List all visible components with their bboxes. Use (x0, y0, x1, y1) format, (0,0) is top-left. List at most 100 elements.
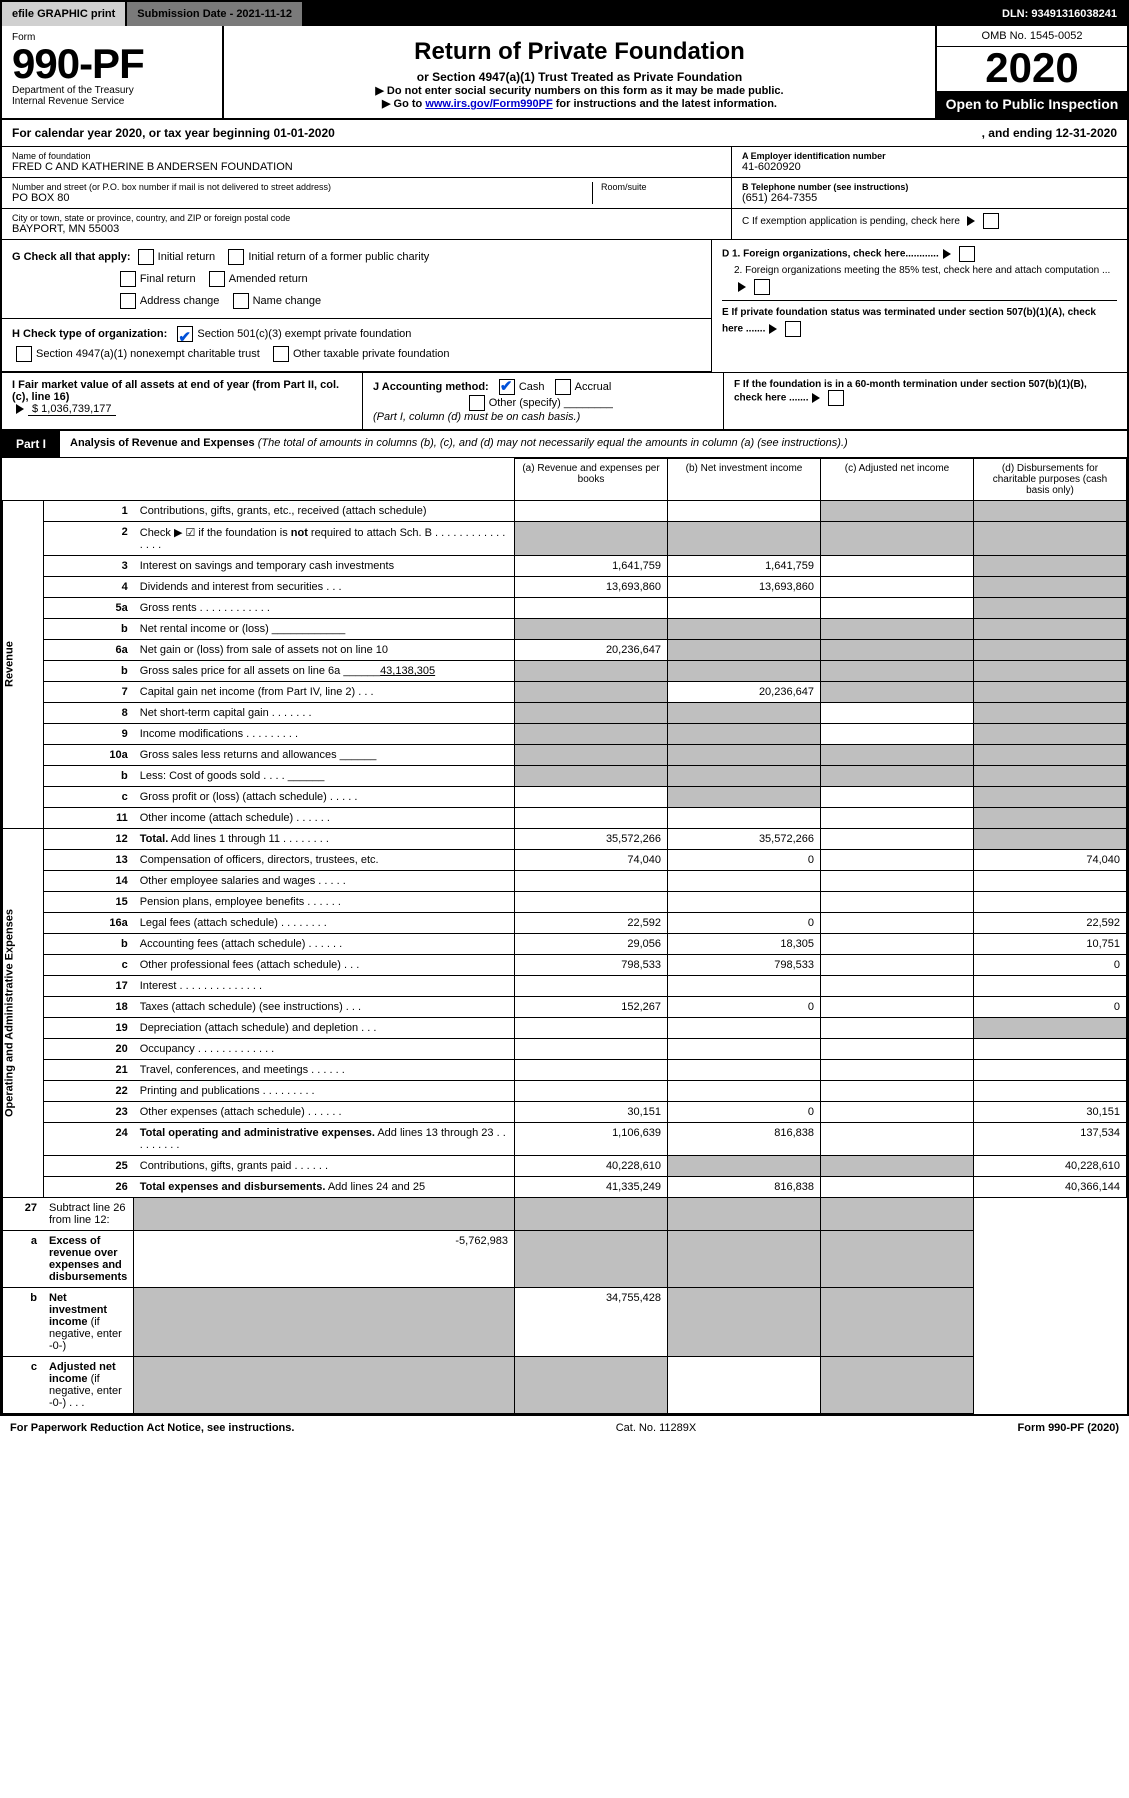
cell-1-dd (974, 500, 1127, 521)
line-no: b (43, 933, 134, 954)
cell-22-dd (974, 1080, 1127, 1101)
cell-b-dd (974, 765, 1127, 786)
cell-17-dd (974, 975, 1127, 996)
calendar-year-line: For calendar year 2020, or tax year begi… (2, 120, 1127, 147)
cell-10a-a (515, 744, 668, 765)
line-no: a (3, 1230, 44, 1287)
line-no: 6a (43, 639, 134, 660)
cell-21-c (821, 1059, 974, 1080)
line-desc: Total expenses and disbursements. Add li… (134, 1176, 515, 1197)
line-no: 10a (43, 744, 134, 765)
checkbox-final[interactable] (120, 271, 136, 287)
cell-16a-c (821, 912, 974, 933)
cell-c-c (668, 1356, 821, 1413)
phone: (651) 264-7355 (742, 192, 1117, 204)
footer-left: For Paperwork Reduction Act Notice, see … (10, 1422, 294, 1434)
checkbox-other-method[interactable] (469, 395, 485, 411)
opt-initial-public: Initial return of a former public charit… (248, 251, 429, 263)
cell-b-dd: 10,751 (974, 933, 1127, 954)
cell-b-c (821, 765, 974, 786)
form990pf-link[interactable]: www.irs.gov/Form990PF (425, 98, 552, 110)
cell-4-dd (974, 576, 1127, 597)
line-desc: Printing and publications . . . . . . . … (134, 1080, 515, 1101)
irs: Internal Revenue Service (12, 96, 212, 107)
line-desc: Net rental income or (loss) ____________ (134, 618, 515, 639)
cell-b-b (668, 618, 821, 639)
line-desc: Excess of revenue over expenses and disb… (43, 1230, 134, 1287)
line-no: 24 (43, 1122, 134, 1155)
checkbox-amended[interactable] (209, 271, 225, 287)
checkbox-cash[interactable] (499, 379, 515, 395)
checkbox-c[interactable] (983, 213, 999, 229)
part1-title: Analysis of Revenue and Expenses (70, 437, 255, 449)
submission-date: Submission Date - 2021-11-12 (127, 2, 304, 26)
cell-12-dd (974, 828, 1127, 849)
foundation-name: FRED C AND KATHERINE B ANDERSEN FOUNDATI… (12, 161, 721, 173)
checkbox-initial-public[interactable] (228, 249, 244, 265)
cell-4-a: 13,693,860 (515, 576, 668, 597)
checkbox-e[interactable] (785, 321, 801, 337)
col-a: (a) Revenue and expenses per books (515, 458, 668, 500)
form-container: efile GRAPHIC print Submission Date - 20… (0, 0, 1129, 1416)
cell-c-b (515, 1356, 668, 1413)
cell-23-dd: 30,151 (974, 1101, 1127, 1122)
revenue-side: Revenue (3, 500, 44, 828)
line-desc: Subtract line 26 from line 12: (43, 1197, 134, 1230)
efile-badge: efile GRAPHIC print (2, 2, 127, 26)
line-desc: Capital gain net income (from Part IV, l… (134, 681, 515, 702)
line-desc: Check ▶ ☑ if the foundation is not requi… (134, 521, 515, 555)
checkbox-accrual[interactable] (555, 379, 571, 395)
cell-12-c (821, 828, 974, 849)
checkbox-f[interactable] (828, 390, 844, 406)
checkbox-4947[interactable] (16, 346, 32, 362)
line-desc: Less: Cost of goods sold . . . . ______ (134, 765, 515, 786)
line-desc: Pension plans, employee benefits . . . .… (134, 891, 515, 912)
line-desc: Net gain or (loss) from sale of assets n… (134, 639, 515, 660)
cell-26-dd: 40,366,144 (974, 1176, 1127, 1197)
cell-15-c (821, 891, 974, 912)
checkbox-name[interactable] (233, 293, 249, 309)
instr2-prefix: ▶ Go to (382, 98, 425, 110)
cell-27-dd (821, 1197, 974, 1230)
cell-a-a: -5,762,983 (134, 1230, 515, 1287)
cell-3-b: 1,641,759 (668, 555, 821, 576)
section-g: G Check all that apply: Initial return I… (2, 240, 711, 319)
checkbox-other-tax[interactable] (273, 346, 289, 362)
opt-accrual: Accrual (575, 381, 612, 393)
arrow-icon (967, 216, 975, 226)
page-footer: For Paperwork Reduction Act Notice, see … (0, 1416, 1129, 1440)
col-d: (d) Disbursements for charitable purpose… (974, 458, 1127, 500)
dept: Department of the Treasury (12, 85, 212, 96)
cell-16a-b: 0 (668, 912, 821, 933)
checkbox-501c3[interactable] (177, 326, 193, 342)
ijf-row: I Fair market value of all assets at end… (2, 373, 1127, 431)
cell-a-b (515, 1230, 668, 1287)
line-desc: Contributions, gifts, grants, etc., rece… (134, 500, 515, 521)
line-desc: Depreciation (attach schedule) and deple… (134, 1017, 515, 1038)
line-no: 7 (43, 681, 134, 702)
checkbox-address[interactable] (120, 293, 136, 309)
cell-10a-b (668, 744, 821, 765)
line-desc: Compensation of officers, directors, tru… (134, 849, 515, 870)
entity-meta: Name of foundation FRED C AND KATHERINE … (2, 147, 1127, 240)
f-label: F If the foundation is in a 60-month ter… (734, 379, 1087, 404)
checkbox-d2[interactable] (754, 279, 770, 295)
cell-18-c (821, 996, 974, 1017)
cell-20-b (668, 1038, 821, 1059)
checkbox-d1[interactable] (959, 246, 975, 262)
line-no: 18 (43, 996, 134, 1017)
cell-2-b (668, 521, 821, 555)
room-label: Room/suite (601, 182, 721, 192)
cell-3-dd (974, 555, 1127, 576)
opt-initial: Initial return (158, 251, 215, 263)
cell-b-a (515, 618, 668, 639)
cell-21-a (515, 1059, 668, 1080)
opt-other-tax: Other taxable private foundation (293, 348, 450, 360)
line-desc: Travel, conferences, and meetings . . . … (134, 1059, 515, 1080)
cell-b-b (668, 765, 821, 786)
cell-4-c (821, 576, 974, 597)
checkbox-initial[interactable] (138, 249, 154, 265)
cell-20-c (821, 1038, 974, 1059)
cell-b-dd (821, 1287, 974, 1356)
line-no: c (3, 1356, 44, 1413)
